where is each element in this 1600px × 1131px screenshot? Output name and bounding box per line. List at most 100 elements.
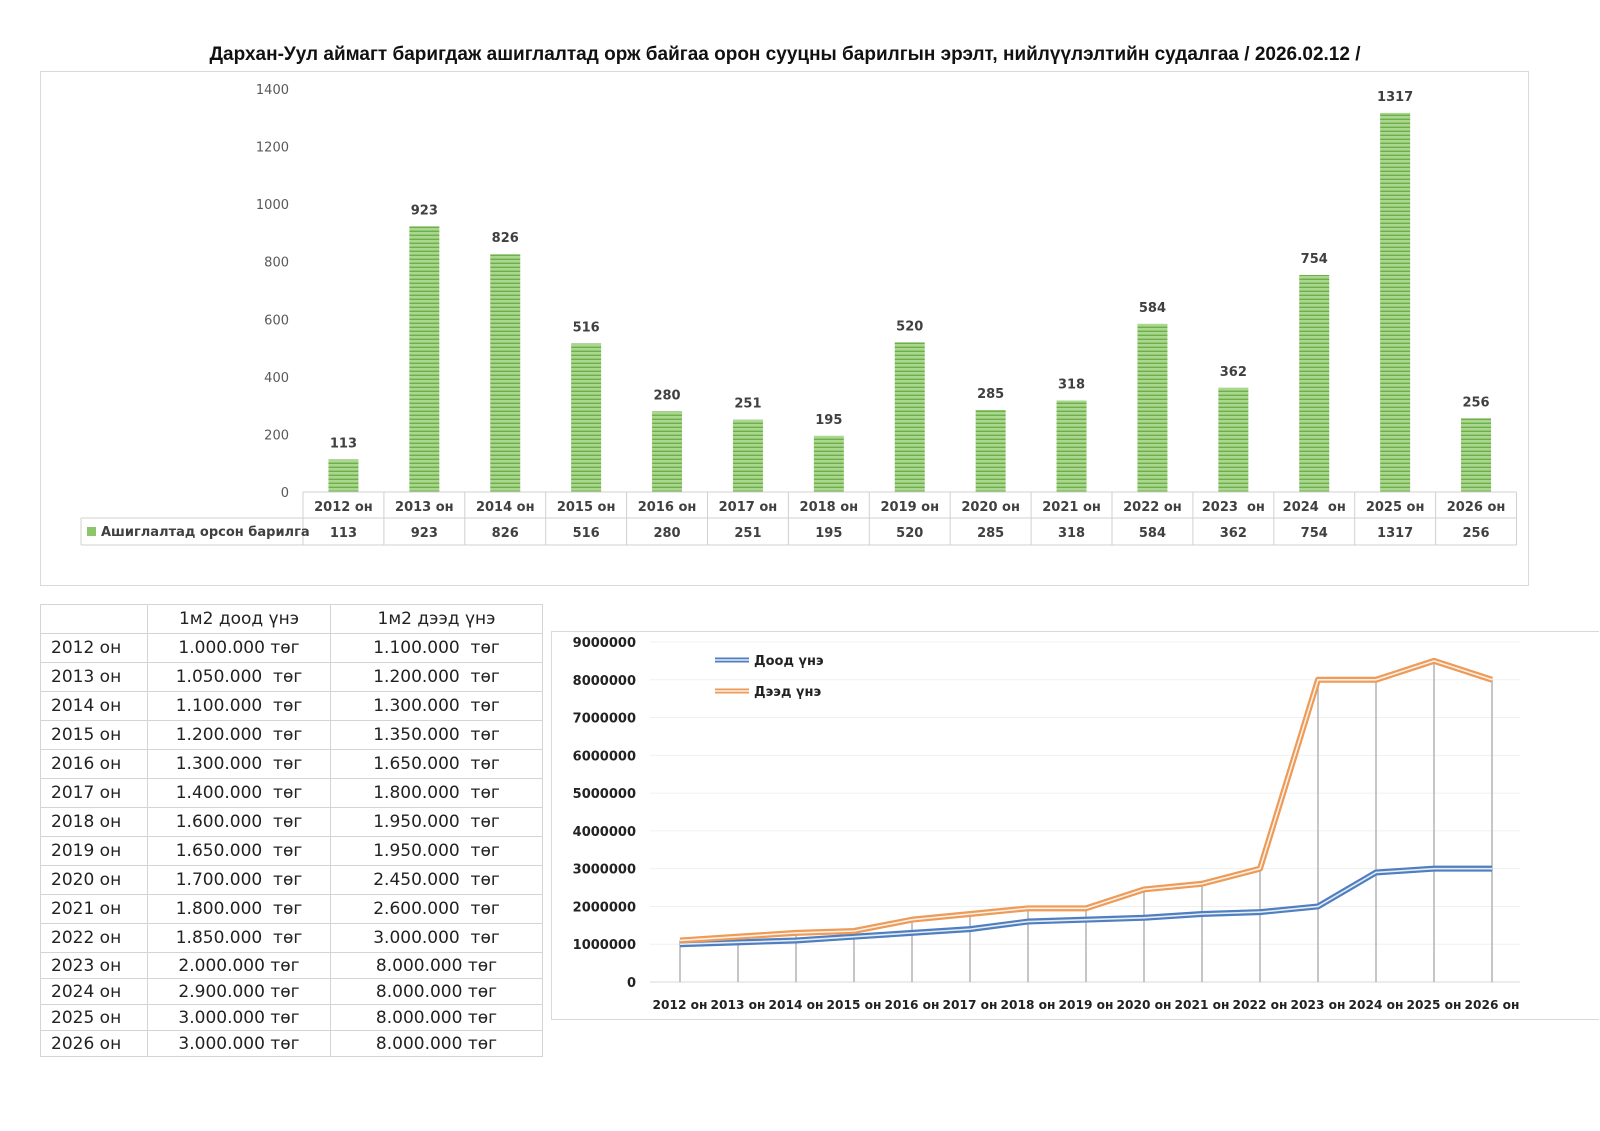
table-value: 195 <box>815 526 842 541</box>
bar-value-label: 113 <box>330 436 357 451</box>
bar <box>328 459 359 492</box>
price-table-row: 2014 он 1.100.000 төг 1.300.000 төг <box>40 691 543 721</box>
row-low-price: 1.600.000 төг <box>147 807 331 837</box>
row-low-price: 1.850.000 төг <box>147 923 331 953</box>
bar-value-label: 516 <box>573 320 600 335</box>
x-category-label: 2012 он <box>314 500 373 515</box>
bar-value-label: 362 <box>1220 365 1247 380</box>
x-category-label: 2023 он <box>1202 500 1265 515</box>
series-line-highlight <box>679 660 1493 942</box>
table-value: 251 <box>734 526 761 541</box>
y-tick-label: 6000000 <box>573 749 636 764</box>
x-tick-label: 2019 он <box>1059 998 1114 1012</box>
price-table-row: 2017 он 1.400.000 төг 1.800.000 төг <box>40 778 543 808</box>
bar-value-label: 256 <box>1462 395 1489 410</box>
y-tick-label: 7000000 <box>573 712 636 727</box>
line-chart-frame: 0 1000000 2000000 3000000 4000000 5000000 6000… <box>551 631 1599 1020</box>
y-tick-label: 600 <box>264 313 289 328</box>
bar <box>732 419 763 492</box>
row-high-price: 3.000.000 төг <box>330 923 543 953</box>
bar <box>652 411 683 492</box>
bar-value-label: 1317 <box>1377 90 1413 105</box>
bar-value-label: 826 <box>492 231 519 246</box>
price-table-row: 2023 он 2.000.000 төг 8.000.000 төг <box>40 952 543 979</box>
row-low-price: 1.050.000 төг <box>147 662 331 692</box>
bar <box>490 254 521 492</box>
bar-value-label: 754 <box>1301 252 1328 267</box>
line-chart: 0 1000000 2000000 3000000 4000000 5000000 6000… <box>573 636 1520 1012</box>
x-tick-label: 2020 он <box>1117 998 1172 1012</box>
row-low-price: 3.000.000 төг <box>147 1004 331 1031</box>
x-category-label: 2019 он <box>880 500 939 515</box>
bar <box>1461 418 1492 492</box>
row-year: 2014 он <box>40 691 148 721</box>
table-value: 318 <box>1058 526 1085 541</box>
row-year: 2025 он <box>40 1004 148 1031</box>
row-low-price: 1.400.000 төг <box>147 778 331 808</box>
row-year: 2021 он <box>40 894 148 924</box>
y-tick-label: 9000000 <box>573 636 636 651</box>
x-category-label: 2026 он <box>1447 500 1506 515</box>
price-table: 1м2 доод үнэ 1м2 дээд үнэ 2012 он 1.000.0… <box>40 604 543 1057</box>
x-tick-label: 2024 он <box>1349 998 1404 1012</box>
table-value: 285 <box>977 526 1004 541</box>
row-year: 2020 он <box>40 865 148 895</box>
legend-label: Доод үнэ <box>754 654 824 669</box>
table-value: 520 <box>896 526 923 541</box>
x-tick-label: 2018 он <box>1001 998 1056 1012</box>
row-year: 2024 он <box>40 978 148 1005</box>
price-table-row: 2013 он 1.050.000 төг 1.200.000 төг <box>40 662 543 692</box>
x-category-label: 2018 он <box>800 500 859 515</box>
x-tick-label: 2021 он <box>1175 998 1230 1012</box>
x-category-label: 2021 он <box>1042 500 1101 515</box>
row-year: 2013 он <box>40 662 148 692</box>
bar-value-label: 318 <box>1058 377 1085 392</box>
bar-chart: 0 200 400 600 800 1000 1200 1400 113 923 826 516 28… <box>80 83 1517 546</box>
x-category-label: 2013 он <box>395 500 454 515</box>
y-tick-label: 0 <box>281 486 289 501</box>
row-high-price: 2.450.000 төг <box>330 865 543 895</box>
row-low-price: 1.650.000 төг <box>147 836 331 866</box>
x-tick-label: 2015 он <box>827 998 882 1012</box>
row-high-price: 1.300.000 төг <box>330 691 543 721</box>
row-high-price: 1.350.000 төг <box>330 720 543 750</box>
x-category-label: 2020 он <box>961 500 1020 515</box>
bar-value-label: 195 <box>815 413 842 428</box>
x-tick-label: 2017 он <box>943 998 998 1012</box>
x-category-label: 2024 он <box>1283 500 1346 515</box>
row-year: 2015 он <box>40 720 148 750</box>
row-high-price: 2.600.000 төг <box>330 894 543 924</box>
x-tick-label: 2026 он <box>1465 998 1520 1012</box>
price-table-row: 2021 он 1.800.000 төг 2.600.000 төг <box>40 894 543 924</box>
row-high-price: 1.800.000 төг <box>330 778 543 808</box>
row-high-price: 8.000.000 төг <box>330 952 543 979</box>
bar <box>1218 387 1249 492</box>
y-tick-label: 3000000 <box>573 863 636 878</box>
bar-value-label: 923 <box>411 203 438 218</box>
bar <box>894 342 925 492</box>
page-title: Дархан-Уул аймагт баригдаж ашиглалтад ор… <box>209 44 1361 65</box>
x-tick-label: 2023 он <box>1291 998 1346 1012</box>
row-year: 2019 он <box>40 836 148 866</box>
bar-value-label: 251 <box>734 397 761 412</box>
x-category-label: 2017 он <box>719 500 778 515</box>
price-table-row: 2015 он 1.200.000 төг 1.350.000 төг <box>40 720 543 750</box>
price-table-row: 2019 он 1.650.000 төг 1.950.000 төг <box>40 836 543 866</box>
row-high-price: 8.000.000 төг <box>330 978 543 1005</box>
row-low-price: 2.000.000 төг <box>147 952 331 979</box>
table-value: 256 <box>1462 526 1489 541</box>
bar <box>1137 323 1168 492</box>
y-tick-label: 8000000 <box>573 674 636 689</box>
row-high-price: 1.200.000 төг <box>330 662 543 692</box>
x-tick-label: 2022 он <box>1233 998 1288 1012</box>
table-value: 516 <box>573 526 600 541</box>
price-table-row: 2025 он 3.000.000 төг 8.000.000 төг <box>40 1004 543 1031</box>
header-high-price: 1м2 дээд үнэ <box>330 604 543 634</box>
row-year: 2022 он <box>40 923 148 953</box>
y-tick-label: 2000000 <box>573 900 636 915</box>
y-tick-label: 1200 <box>256 141 289 156</box>
row-low-price: 1.300.000 төг <box>147 749 331 779</box>
price-table-row: 2024 он 2.900.000 төг 8.000.000 төг <box>40 978 543 1005</box>
price-table-row: 2020 он 1.700.000 төг 2.450.000 төг <box>40 865 543 895</box>
bar <box>1056 400 1087 492</box>
